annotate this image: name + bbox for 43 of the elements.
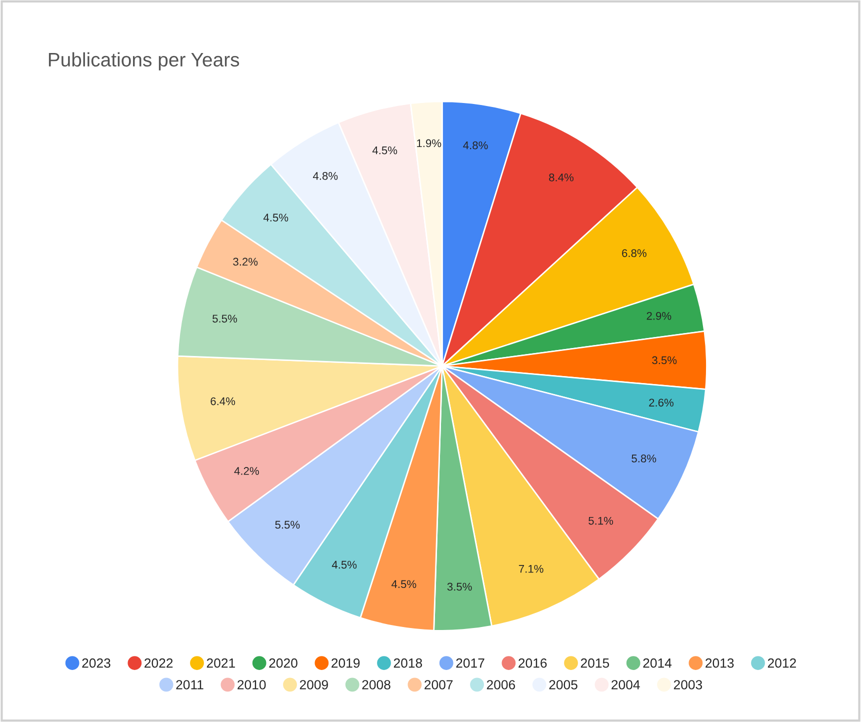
data-label: 3.2% xyxy=(233,258,258,266)
legend-label: 2015 xyxy=(580,658,610,668)
legend-label: 2017 xyxy=(456,658,484,668)
legend-label: 2018 xyxy=(394,658,422,668)
legend-label: 2022 xyxy=(144,658,173,668)
legend-label: 2003 xyxy=(674,680,702,690)
legend-label: 2005 xyxy=(549,680,578,690)
data-label: 8.4% xyxy=(549,173,574,182)
data-label: 4.2% xyxy=(234,467,259,475)
legend-label: 2011 xyxy=(176,680,204,690)
data-label: 7.1% xyxy=(518,564,544,573)
legend-label: 2009 xyxy=(300,680,328,690)
data-label: 2.6% xyxy=(649,398,674,407)
chart-title: Publications per Years xyxy=(48,52,240,70)
data-label: 6.4% xyxy=(210,397,236,406)
legend-label: 2007 xyxy=(424,680,453,690)
legend-label: 2023 xyxy=(82,658,110,668)
data-label: 4.8% xyxy=(312,172,338,180)
legend-label: 2014 xyxy=(643,658,672,668)
data-label: 6.8% xyxy=(622,249,646,258)
data-label: 3.5% xyxy=(447,582,472,591)
legend-label: 2008 xyxy=(362,680,390,690)
data-label: 5.5% xyxy=(212,314,238,323)
data-label: 3.5% xyxy=(652,356,677,364)
legend-label: 2013 xyxy=(706,658,734,668)
legend-label: 2021 xyxy=(206,658,235,668)
data-label: 5.1% xyxy=(588,516,614,525)
data-label: 4.8% xyxy=(463,141,488,150)
legend-label: 2010 xyxy=(238,680,266,690)
legend-label: 2019 xyxy=(332,658,360,668)
data-label: 4.5% xyxy=(372,146,398,154)
legend-label: 2012 xyxy=(768,658,796,668)
data-label: 4.5% xyxy=(263,214,288,222)
legend-label: 2006 xyxy=(486,680,516,690)
data-label: 4.5% xyxy=(332,560,357,569)
legend-label: 2020 xyxy=(269,658,298,668)
data-label: 1.9% xyxy=(417,139,442,148)
data-label: 2.9% xyxy=(646,312,672,320)
data-label: 4.5% xyxy=(392,580,416,588)
data-label: 5.5% xyxy=(275,520,300,529)
legend-label: 2016 xyxy=(518,658,547,668)
data-label: 5.8% xyxy=(632,454,656,462)
legend-label: 2004 xyxy=(612,680,640,690)
